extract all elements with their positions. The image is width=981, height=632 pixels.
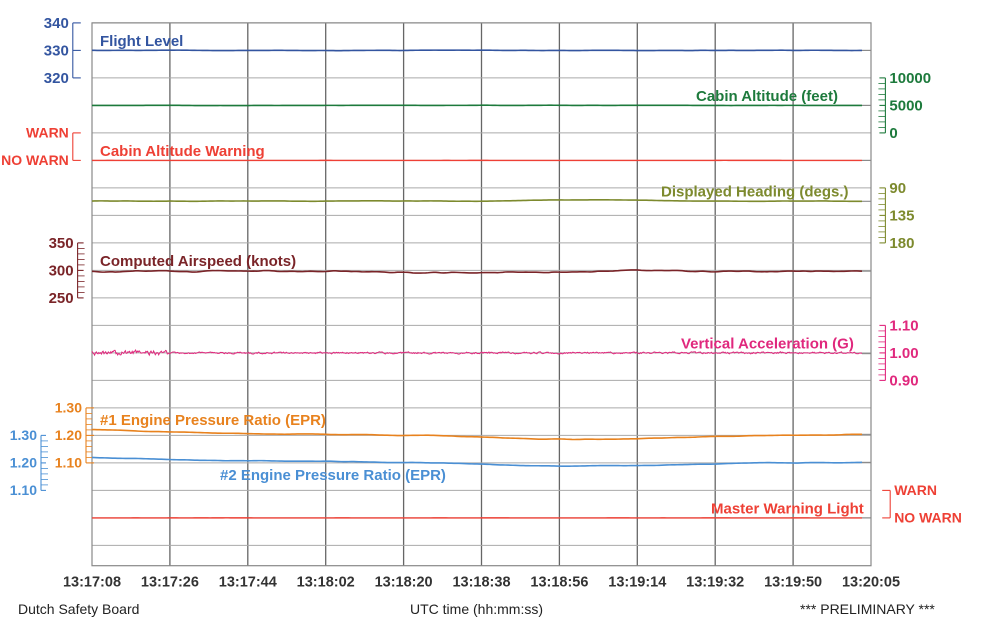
svg-text:1.30: 1.30: [55, 400, 82, 416]
svg-text:NO WARN: NO WARN: [1, 152, 69, 168]
svg-text:WARN: WARN: [26, 125, 69, 141]
svg-text:1.10: 1.10: [889, 317, 918, 334]
svg-text:180: 180: [889, 235, 914, 252]
svg-text:1.20: 1.20: [10, 455, 37, 471]
svg-text:13:17:08: 13:17:08: [63, 575, 121, 591]
svg-text:13:18:38: 13:18:38: [452, 575, 510, 591]
svg-text:90: 90: [889, 180, 906, 197]
svg-text:Cabin Altitude (feet): Cabin Altitude (feet): [696, 88, 838, 105]
svg-text:13:18:56: 13:18:56: [530, 575, 588, 591]
svg-text:340: 340: [44, 15, 69, 32]
svg-text:13:18:02: 13:18:02: [297, 575, 355, 591]
svg-text:Master Warning Light: Master Warning Light: [711, 500, 864, 517]
svg-text:Cabin Altitude Warning: Cabin Altitude Warning: [100, 143, 265, 160]
svg-text:13:18:20: 13:18:20: [375, 575, 433, 591]
svg-text:300: 300: [49, 262, 74, 279]
svg-text:0.90: 0.90: [889, 372, 918, 389]
svg-text:350: 350: [49, 235, 74, 252]
svg-text:13:17:44: 13:17:44: [219, 575, 277, 591]
svg-text:13:19:14: 13:19:14: [608, 575, 666, 591]
svg-text:13:19:50: 13:19:50: [764, 575, 822, 591]
svg-text:Vertical Acceleration (G): Vertical Acceleration (G): [681, 335, 854, 352]
svg-text:330: 330: [44, 42, 69, 59]
svg-text:Computed Airspeed (knots): Computed Airspeed (knots): [100, 253, 296, 270]
svg-text:1.20: 1.20: [55, 427, 82, 443]
svg-text:1.30: 1.30: [10, 427, 37, 443]
svg-text:13:20:05: 13:20:05: [842, 575, 900, 591]
svg-text:1.10: 1.10: [10, 482, 37, 498]
svg-text:10000: 10000: [889, 70, 931, 87]
svg-text:13:19:32: 13:19:32: [686, 575, 744, 591]
svg-text:Displayed Heading (degs.): Displayed Heading (degs.): [661, 184, 849, 201]
svg-text:#2 Engine Pressure Ratio (EPR): #2 Engine Pressure Ratio (EPR): [220, 467, 446, 484]
svg-text:0: 0: [889, 125, 897, 142]
svg-text:13:17:26: 13:17:26: [141, 575, 199, 591]
svg-text:250: 250: [49, 290, 74, 307]
svg-text:NO WARN: NO WARN: [894, 510, 962, 526]
svg-text:1.10: 1.10: [55, 455, 82, 471]
svg-text:135: 135: [889, 207, 914, 224]
svg-text:1.00: 1.00: [889, 345, 918, 362]
svg-text:WARN: WARN: [894, 482, 937, 498]
svg-text:Flight Level: Flight Level: [100, 33, 183, 50]
svg-text:5000: 5000: [889, 97, 922, 114]
svg-text:#1 Engine Pressure Ratio (EPR): #1 Engine Pressure Ratio (EPR): [100, 412, 326, 429]
svg-text:320: 320: [44, 70, 69, 87]
